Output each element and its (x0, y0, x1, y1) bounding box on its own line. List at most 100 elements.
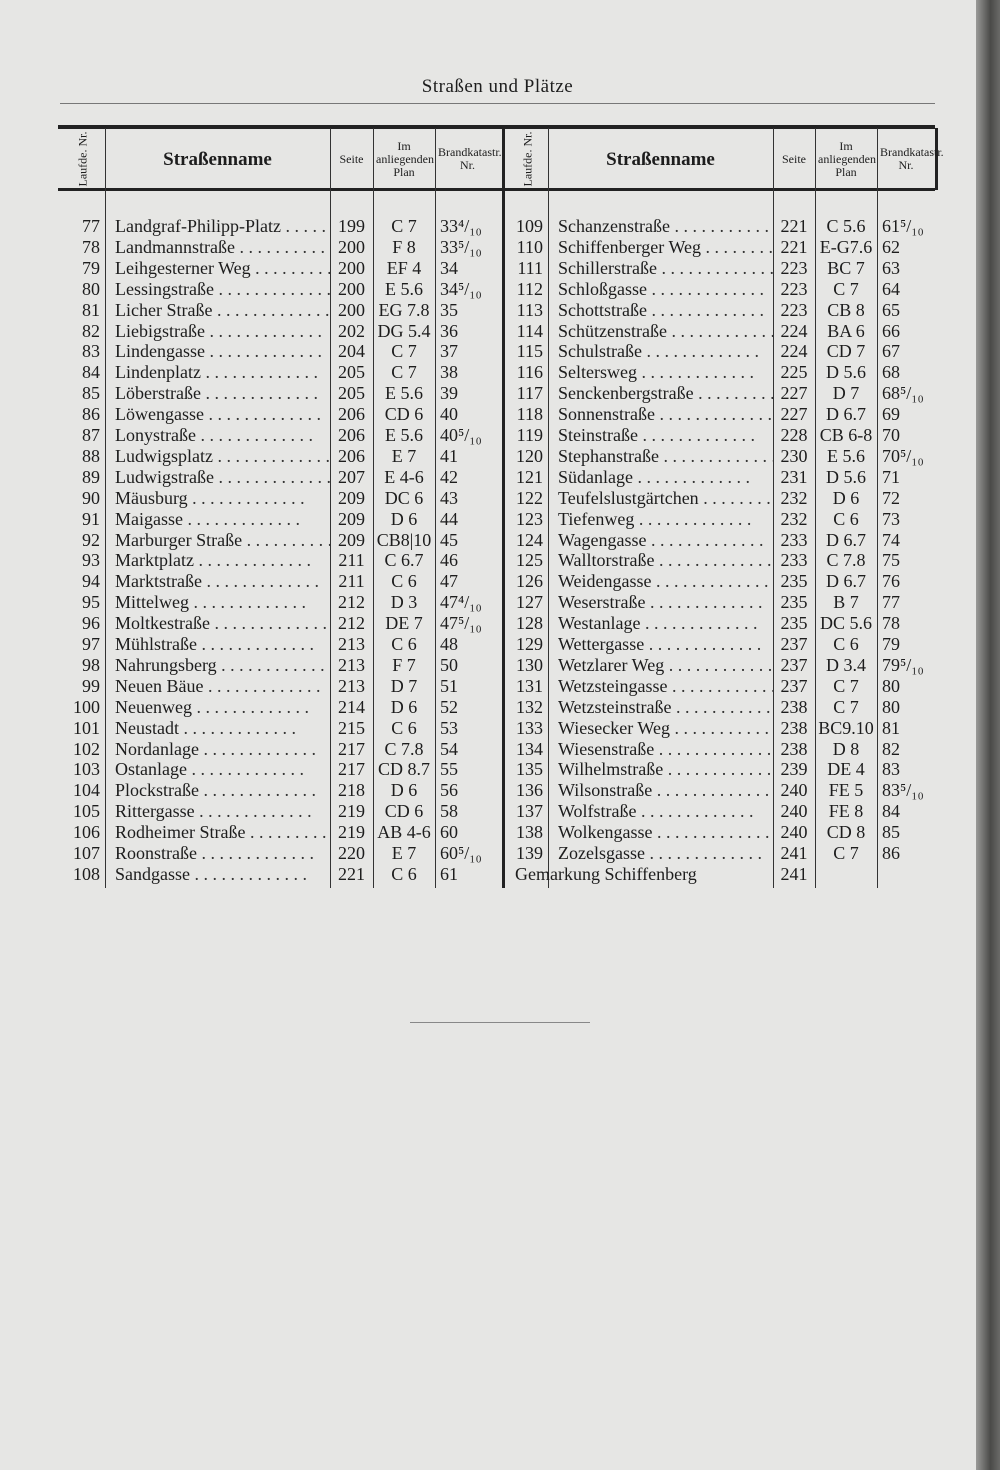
cell-plan: C 7 (391, 362, 417, 383)
cell-nr: 100 (73, 696, 100, 717)
street-name: Ludwigstraße (115, 466, 214, 487)
street-name: Neuenweg (115, 696, 192, 717)
cell-name: Sonnenstraße . . . . . . . . . . . . . (558, 404, 773, 425)
cell-name: Südanlage . . . . . . . . . . . . . (558, 467, 773, 488)
cell-seite: 233 (780, 529, 808, 550)
cell-seite: 225 (780, 362, 808, 383)
cell-nr: 136 (516, 780, 543, 801)
street-name: Schloßgasse (558, 278, 647, 299)
cell-brand: 82 (882, 738, 900, 759)
table-row: 83 Lindengasse . . . . . . . . . . . . . 2… (60, 341, 500, 362)
leader-dots: . . . . . . . . . . . . . (654, 404, 772, 425)
cell-name: Neustadt . . . . . . . . . . . . . (115, 718, 330, 739)
cell-plan: DE 4 (827, 759, 865, 780)
cell-name: Neuen Bäue . . . . . . . . . . . . . (115, 676, 330, 697)
cell-brand: 76 (882, 571, 900, 592)
table-row: 127 Weserstraße . . . . . . . . . . . . .… (507, 592, 935, 613)
leader-dots: . . . . . . . . . . . . . (674, 717, 773, 738)
street-name: Lindengasse (115, 341, 205, 362)
cell-name: Moltkestraße . . . . . . . . . . . . . (115, 613, 330, 634)
cell-name: Liebigstraße . . . . . . . . . . . . . (115, 321, 330, 342)
right-header-brand: Brandkatastr. Nr. (877, 130, 944, 188)
cell-seite: 205 (338, 362, 365, 383)
cell-seite: 223 (780, 278, 808, 299)
left-header-nr: Laufde. Nr. (60, 130, 105, 188)
leader-dots: . . . . . . . . . . . . . (191, 696, 309, 717)
cell-plan: F 7 (392, 654, 416, 675)
cell-brand: 37 (440, 341, 458, 362)
cell-brand: 86 (882, 843, 900, 863)
cell-nr: 96 (82, 613, 100, 634)
right-column-divider (877, 128, 878, 888)
cell-brand: 65 (882, 299, 900, 320)
street-name: Stephanstraße (558, 445, 659, 466)
cell-plan: D 5.6 (826, 362, 866, 383)
leader-dots: . . . . . . . . . . . . . (641, 341, 759, 362)
cell-nr: 88 (82, 445, 100, 466)
header-seite-label: Seite (339, 151, 364, 166)
cell-brand: 71 (882, 466, 900, 487)
cell-seite: 235 (780, 592, 808, 613)
cell-name: Wetzlarer Weg . . . . . . . . . . . . . (558, 655, 773, 676)
leader-dots: . . . . . . . . . . . . . (186, 759, 304, 780)
cell-name: Schiffenberger Weg . . . . . . . . . . .… (558, 237, 773, 258)
street-name: Ludwigsplatz (115, 445, 213, 466)
cell-nr: 87 (82, 425, 100, 445)
header-plan-label: Im anliegenden Plan (376, 138, 434, 179)
cell-name: Senckenbergstraße . . . . . . . . . . . … (558, 383, 773, 404)
street-name: Wetzsteingasse (558, 675, 668, 696)
table-row: 104 Plockstraße . . . . . . . . . . . . .… (60, 780, 500, 801)
table-row: 129 Wettergasse . . . . . . . . . . . . .… (507, 634, 935, 655)
cell-name: Wetzsteinstraße . . . . . . . . . . . . … (558, 697, 773, 718)
table-row: 98 Nahrungsberg . . . . . . . . . . . . .… (60, 655, 500, 676)
leader-dots: . . . . . . . . . . . . . (195, 425, 313, 445)
table-row: 130 Wetzlarer Weg . . . . . . . . . . . .… (507, 655, 935, 676)
leader-dots: . . . . . . . . . . . . . (255, 257, 330, 278)
street-name: Lonystraße (115, 425, 196, 445)
street-name: Wettergasse (558, 634, 645, 654)
street-name: Lessingstraße (115, 278, 214, 299)
cell-seite: 240 (780, 780, 808, 801)
leader-dots: . . . . . . . . . . . . . (703, 487, 773, 508)
cell-plan: E 5.6 (385, 278, 423, 299)
cell-name: Plockstraße . . . . . . . . . . . . . (115, 780, 330, 801)
cell-brand: 70 (882, 425, 900, 445)
cell-brand: 44 (440, 508, 458, 529)
cell-brand: 72 (882, 487, 900, 508)
street-name: Senckenbergstraße (558, 383, 694, 404)
table-row: 124 Wagengasse . . . . . . . . . . . . . 2… (507, 530, 935, 551)
header-name-label: Straßenname (163, 148, 272, 170)
cell-plan: BC 7 (827, 257, 865, 278)
cell-plan: C 7 (833, 843, 859, 863)
street-name: Wiesenstraße (558, 738, 655, 759)
leader-dots: . . . . . . . . . . . . . (204, 320, 322, 341)
cell-plan: DC 6 (384, 487, 424, 508)
leader-dots: . . . . . . . . . . . . . (654, 550, 772, 571)
cell-plan: D 7 (832, 383, 860, 404)
left-column-divider (105, 128, 106, 888)
table-row: 77 Landgraf-Philipp-Platz . . . . . . . .… (60, 216, 500, 237)
cell-brand: 66 (882, 320, 900, 341)
right-column-divider (548, 128, 549, 888)
cell-nr: 110 (516, 236, 543, 257)
cell-name: Weidengasse . . . . . . . . . . . . . (558, 571, 773, 592)
table-row: 121 Südanlage . . . . . . . . . . . . . 23… (507, 467, 935, 488)
cell-plan: E 5.6 (385, 425, 423, 445)
cell-nr: 128 (516, 613, 543, 634)
cell-nr: 78 (82, 236, 100, 257)
street-name: Lindenplatz (115, 362, 201, 383)
cell-seite: 217 (338, 759, 365, 780)
table-row: 128 Westanlage . . . . . . . . . . . . . 2… (507, 613, 935, 634)
left-header-seite: Seite (330, 130, 373, 188)
leader-dots: . . . . . . . . . . . . . (203, 404, 321, 425)
cell-plan: CB 8 (827, 299, 865, 320)
header-brand-label: Brandkatastr. Nr. (880, 145, 944, 172)
cell-brand: 68⁵/₁₀ (882, 383, 924, 404)
right-header-nr: Laufde. Nr. (507, 130, 548, 188)
cell-nr: 93 (82, 550, 100, 571)
cell-nr: 109 (516, 216, 543, 236)
header-nr-label: Laufde. Nr. (520, 131, 535, 187)
left-header-name: Straßenname (105, 130, 330, 188)
cell-name: Löwengasse . . . . . . . . . . . . . (115, 404, 330, 425)
page-title: Straßen und Plätze (421, 76, 574, 97)
